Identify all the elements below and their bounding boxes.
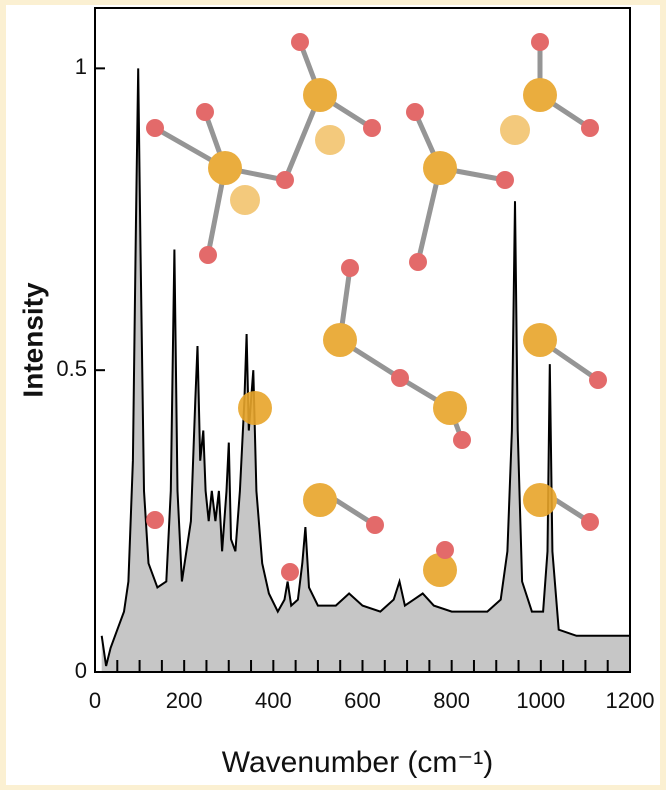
atom <box>423 151 457 185</box>
y-axis-label: Intensity <box>17 282 48 398</box>
atom <box>581 119 599 137</box>
atom <box>589 371 607 389</box>
atom <box>303 483 337 517</box>
atom <box>436 541 454 559</box>
atom <box>146 511 164 529</box>
atom <box>303 78 337 112</box>
x-tick-label: 0 <box>89 688 101 713</box>
atom <box>500 115 530 145</box>
area <box>101 68 630 672</box>
atom <box>276 171 294 189</box>
atom <box>433 391 467 425</box>
x-tick-label: 200 <box>166 688 203 713</box>
x-tick-label: 600 <box>344 688 381 713</box>
atom <box>323 323 357 357</box>
atom <box>363 119 381 137</box>
atom <box>531 33 549 51</box>
line <box>100 68 630 667</box>
atom <box>523 323 557 357</box>
atom <box>523 483 557 517</box>
atom <box>230 185 260 215</box>
x-tick-label: 400 <box>255 688 292 713</box>
x-tick-label: 800 <box>433 688 470 713</box>
atom <box>196 103 214 121</box>
atom <box>238 391 272 425</box>
atom <box>391 369 409 387</box>
atom <box>341 259 359 277</box>
atom <box>423 553 457 587</box>
x-tick-label: 1200 <box>606 688 655 713</box>
plot <box>100 68 630 672</box>
atom <box>409 253 427 271</box>
axes: 0 200 400 600 800 1000 1200 0 0.5 1 Wavenumber (cm… <box>17 7 655 779</box>
atom <box>146 119 164 137</box>
y-tick-label: 0.5 <box>56 356 87 381</box>
x-axis-label: Wavenumber (cm⁻¹) <box>222 746 493 779</box>
atom <box>523 78 557 112</box>
y-tick-label: 0 <box>75 658 87 683</box>
atom <box>581 513 599 531</box>
atom <box>496 171 514 189</box>
atom <box>208 151 242 185</box>
atom <box>366 516 384 534</box>
atom <box>406 103 424 121</box>
atom <box>291 33 309 51</box>
atom <box>453 431 471 449</box>
atom <box>281 563 299 581</box>
atom <box>315 125 345 155</box>
y-tick-label: 1 <box>75 54 87 79</box>
atom <box>199 246 217 264</box>
crystal-structure <box>146 33 607 587</box>
x-tick-label: 1000 <box>516 688 565 713</box>
